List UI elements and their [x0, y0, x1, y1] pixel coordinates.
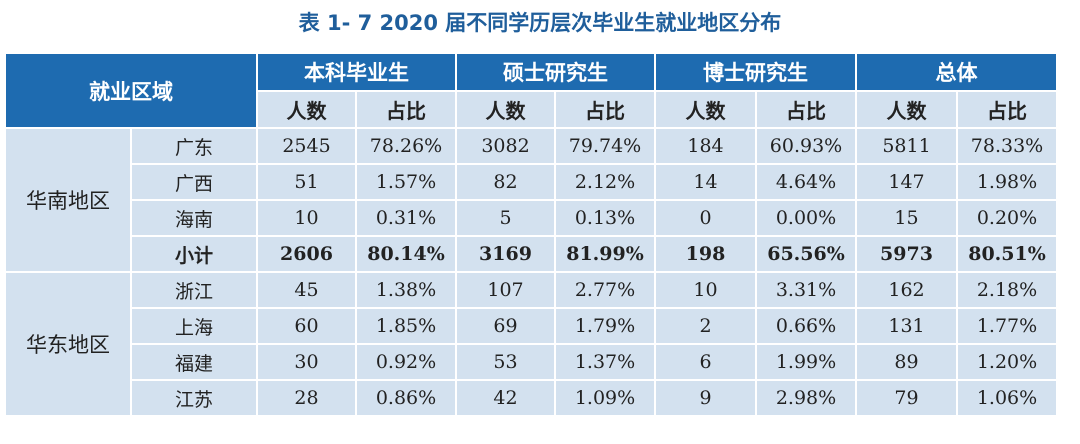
value-cell: 78.33%	[956, 127, 1058, 165]
value-cell: 0.66%	[755, 307, 857, 345]
value-cell: 0.00%	[755, 199, 857, 237]
value-cell: 51	[256, 163, 357, 201]
value-cell: 79.74%	[554, 127, 656, 165]
subtotal-cell: 2606	[256, 235, 357, 273]
value-cell: 82	[455, 163, 556, 201]
value-cell: 79	[855, 379, 958, 417]
value-cell: 2.98%	[755, 379, 857, 417]
value-cell: 0.20%	[956, 199, 1058, 237]
count-header: 人数	[256, 90, 357, 129]
ratio-header: 占比	[755, 90, 857, 129]
value-cell: 6	[654, 343, 757, 381]
table-row: 福建 30 0.92% 53 1.37% 6 1.99% 89 1.20%	[5, 343, 1058, 381]
group-header-doctor: 博士研究生	[654, 52, 857, 92]
value-cell: 162	[855, 271, 958, 309]
value-cell: 2.12%	[554, 163, 656, 201]
value-cell: 1.77%	[956, 307, 1058, 345]
value-cell: 0.86%	[355, 379, 457, 417]
province-cell: 海南	[130, 199, 258, 237]
value-cell: 3.31%	[755, 271, 857, 309]
value-cell: 147	[855, 163, 958, 201]
subtotal-cell: 5973	[855, 235, 958, 273]
count-header: 人数	[855, 90, 958, 129]
value-cell: 10	[654, 271, 757, 309]
value-cell: 78.26%	[355, 127, 457, 165]
value-cell: 1.57%	[355, 163, 457, 201]
value-cell: 0.13%	[554, 199, 656, 237]
value-cell: 14	[654, 163, 757, 201]
subtotal-cell: 65.56%	[755, 235, 857, 273]
group-header-bachelor: 本科毕业生	[256, 52, 457, 92]
value-cell: 1.38%	[355, 271, 457, 309]
subtotal-cell: 198	[654, 235, 757, 273]
count-header: 人数	[654, 90, 757, 129]
ratio-header: 占比	[956, 90, 1058, 129]
table-row: 华南地区 广东 2545 78.26% 3082 79.74% 184 60.9…	[4, 127, 1058, 273]
value-cell: 60.93%	[755, 127, 857, 165]
region-name-south: 华南地区	[4, 127, 132, 273]
value-cell: 5	[455, 199, 556, 237]
value-cell: 4.64%	[755, 163, 857, 201]
value-cell: 184	[654, 127, 757, 165]
value-cell: 89	[855, 343, 958, 381]
province-cell: 广西	[130, 163, 258, 201]
value-cell: 2	[654, 307, 757, 345]
count-header: 人数	[455, 90, 556, 129]
value-cell: 60	[256, 307, 357, 345]
region-name-east: 华东地区	[4, 271, 132, 417]
value-cell: 28	[256, 379, 357, 417]
subtotal-cell: 81.99%	[554, 235, 656, 273]
table-row: 上海 60 1.85% 69 1.79% 2 0.66% 131 1.77%	[5, 307, 1058, 345]
value-cell: 0	[654, 199, 757, 237]
value-cell: 0.92%	[355, 343, 457, 381]
value-cell: 2545	[256, 127, 357, 165]
subtotal-cell: 80.51%	[956, 235, 1058, 273]
value-cell: 10	[256, 199, 357, 237]
value-cell: 1.79%	[554, 307, 656, 345]
group-header-master: 硕士研究生	[455, 52, 656, 92]
value-cell: 5811	[855, 127, 958, 165]
table-row: 江苏 28 0.86% 42 1.09% 9 2.98% 79 1.06%	[5, 379, 1058, 417]
value-cell: 2.18%	[956, 271, 1058, 309]
province-cell: 福建	[130, 343, 258, 381]
region-header: 就业区域	[4, 52, 258, 129]
subtotal-cell: 80.14%	[355, 235, 457, 273]
value-cell: 53	[455, 343, 556, 381]
value-cell: 1.99%	[755, 343, 857, 381]
value-cell: 42	[455, 379, 556, 417]
province-cell: 广东	[130, 127, 258, 165]
value-cell: 0.31%	[355, 199, 457, 237]
value-cell: 3082	[455, 127, 556, 165]
value-cell: 30	[256, 343, 357, 381]
table-row: 华东地区 浙江 45 1.38% 107 2.77% 10 3.31% 162 …	[4, 271, 1058, 417]
group-header-overall: 总体	[855, 52, 1058, 92]
subtotal-label: 小计	[130, 235, 258, 273]
subtotal-cell: 3169	[455, 235, 556, 273]
value-cell: 1.37%	[554, 343, 656, 381]
table-title: 表 1- 7 2020 届不同学历层次毕业生就业地区分布	[298, 11, 782, 35]
value-cell: 131	[855, 307, 958, 345]
value-cell: 1.06%	[956, 379, 1058, 417]
ratio-header: 占比	[554, 90, 656, 129]
table-row: 广西 51 1.57% 82 2.12% 14 4.64% 147 1.98%	[5, 163, 1058, 201]
value-cell: 1.09%	[554, 379, 656, 417]
table-row: 海南 10 0.31% 5 0.13% 0 0.00% 15 0.20%	[5, 199, 1058, 237]
value-cell: 9	[654, 379, 757, 417]
value-cell: 107	[455, 271, 556, 309]
value-cell: 2.77%	[554, 271, 656, 309]
employment-region-table: 就业区域 本科毕业生 硕士研究生 博士研究生 总体 人数 占比 人数 占比 人数…	[4, 52, 1058, 417]
table-row-subtotal: 小计 2606 80.14% 3169 81.99% 198 65.56% 59…	[5, 235, 1058, 273]
value-cell: 15	[855, 199, 958, 237]
value-cell: 1.20%	[956, 343, 1058, 381]
value-cell: 45	[256, 271, 357, 309]
province-cell: 江苏	[130, 379, 258, 417]
ratio-header: 占比	[355, 90, 457, 129]
value-cell: 1.85%	[355, 307, 457, 345]
value-cell: 1.98%	[956, 163, 1058, 201]
province-cell: 浙江	[130, 271, 258, 309]
province-cell: 上海	[130, 307, 258, 345]
value-cell: 69	[455, 307, 556, 345]
